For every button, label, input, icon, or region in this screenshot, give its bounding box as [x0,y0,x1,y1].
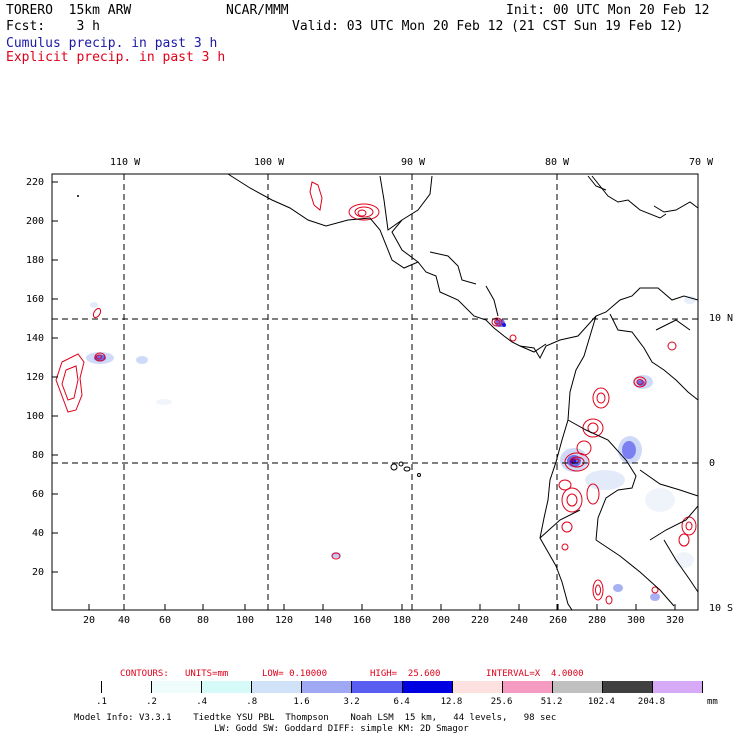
x-tick: 240 [510,615,529,626]
x-tick: 120 [275,615,294,626]
y-tick: 40 [32,528,45,539]
lon-label-100w: 100 W [254,157,285,168]
y-tick: 20 [32,567,45,578]
colorbar-cell [152,681,203,693]
field-cumulus-label: Cumulus precip. in past 3 h [6,36,218,51]
colorbar-cell [102,681,153,693]
lat-label-0: 0 [709,458,716,469]
lon-label-70w: 70 W [689,157,714,168]
y-tick: 100 [26,411,45,422]
colorbar-label: .4 [196,697,208,707]
colorbar-cell [452,681,503,693]
y-tick: 60 [32,489,45,500]
lon-label-110w: 110 W [110,157,141,168]
org-label: NCAR/MMM [226,3,289,18]
y-tick: 160 [26,294,45,305]
colorbar-cell [52,681,103,693]
y-tick: 120 [26,372,45,383]
coastlines [227,173,699,611]
colorbar-cell [502,681,553,693]
colorbar-label: 6.4 [393,697,410,707]
x-tick: 180 [393,615,412,626]
x-tick: 280 [588,615,607,626]
explicit-contours [55,181,697,605]
y-tick: 200 [26,216,45,227]
colorbar-cell [652,681,703,693]
x-tick: 260 [549,615,568,626]
y-tick: 80 [32,450,45,461]
colorbar-cell [352,681,403,693]
colorbar-cell [552,681,603,693]
x-tick: 320 [666,615,685,626]
footer-model-info: Model Info: V3.3.1 Tiedtke YSU PBL Thomp… [74,713,557,723]
map-frame [51,173,699,611]
lat-label-10s: 10 S [709,603,734,614]
lat-label-10n: 10 N [709,313,734,324]
cumulus-shading [86,296,696,601]
x-tick: 300 [627,615,646,626]
colorbar-cell [302,681,353,693]
x-tick: 40 [118,615,131,626]
colorbar-label: 12.8 [440,697,463,707]
colorbar-label: 102.4 [587,697,615,707]
colorbar-label: .8 [246,697,258,707]
y-tick: 180 [26,255,45,266]
colorbar-label: 3.2 [343,697,360,707]
contour-low: LOW= 0.10000 [262,669,328,679]
model-title: TORERO 15km ARW [6,3,132,18]
x-tick: 140 [314,615,333,626]
contour-high: HIGH= 25.600 [370,669,441,679]
x-tick: 200 [432,615,451,626]
x-tick: 80 [197,615,210,626]
colorbar-cell [202,681,253,693]
colorbar-label: 204.8 [637,697,666,707]
x-tick: 20 [83,615,96,626]
colorbar-unit: mm [707,697,718,707]
x-tick: 60 [159,615,172,626]
field-explicit-label: Explicit precip. in past 3 h [6,50,226,65]
x-tick: 100 [236,615,255,626]
valid-time: Valid: 03 UTC Mon 20 Feb 12 (21 CST Sun … [292,19,684,34]
axis-ticks [52,181,676,610]
x-tick: 160 [353,615,372,626]
colorbar-cell [602,681,653,693]
y-tick: 220 [26,177,45,188]
colorbar-label: 25.6 [490,697,513,707]
y-tick: 140 [26,333,45,344]
colorbar-label: .2 [146,697,157,707]
forecast-hour: Fcst: 3 h [6,19,100,34]
footer-physics: LW: Godd SW: Goddard DIFF: simple KM: 2D… [214,724,469,734]
colorbar-cell [402,681,453,693]
contour-units: UNITS=mm [185,669,229,679]
lon-label-80w: 80 W [545,157,570,168]
x-tick: 220 [471,615,490,626]
colorbar-label: 1.6 [293,697,310,707]
colorbar-label: 51.2 [540,697,563,707]
contour-interval: INTERVAL=X 4.0000 [486,669,584,679]
init-time: Init: 00 UTC Mon 20 Feb 12 [506,3,710,18]
contour-label: CONTOURS: [120,669,169,679]
lon-label-90w: 90 W [401,157,426,168]
colorbar-cell [252,681,303,693]
galapagos-islands [390,461,421,477]
colorbar-label: .1 [96,697,107,707]
lat-lon-grid [52,174,698,610]
